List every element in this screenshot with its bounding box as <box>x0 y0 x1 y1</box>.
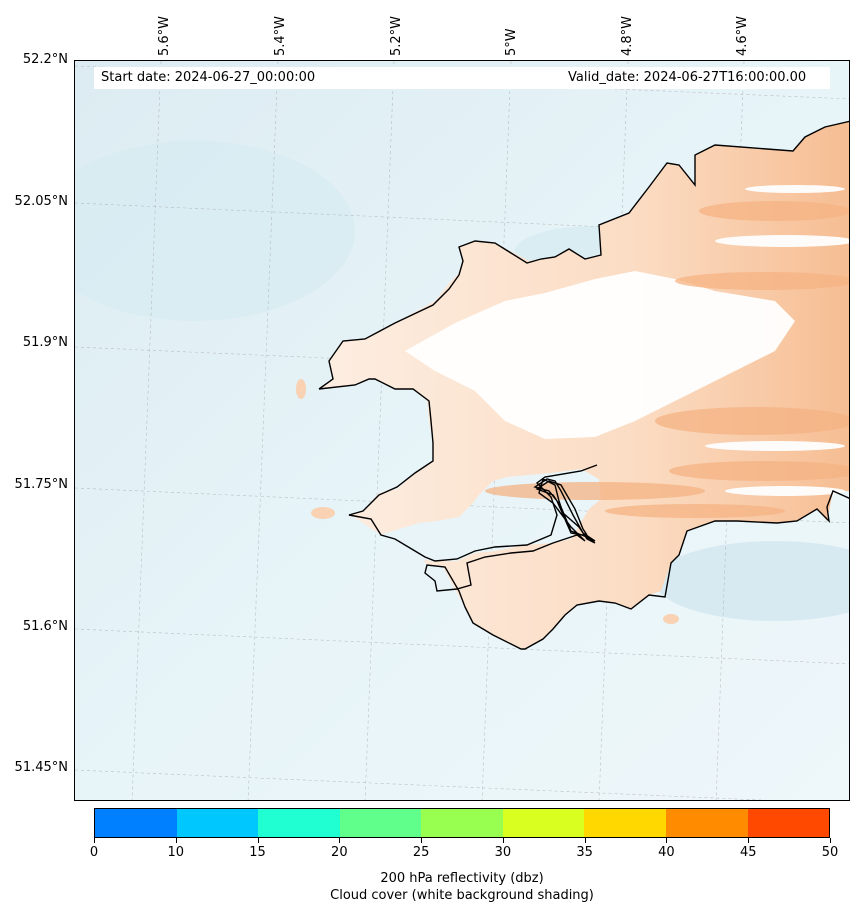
lon-label: 5°W <box>504 28 519 56</box>
lat-label: 51.45°N <box>14 760 68 775</box>
lat-label: 52.2°N <box>22 52 68 67</box>
colorbar-tick <box>502 838 504 843</box>
cloud-white-streaks <box>705 185 849 496</box>
island <box>311 507 335 519</box>
colorbar-segment <box>665 809 748 837</box>
lon-label: 5.2°W <box>389 15 404 56</box>
colorbar-segment <box>421 809 503 837</box>
date-info-box <box>94 67 830 89</box>
colorbar-tick <box>257 838 259 843</box>
colorbar-segment <box>95 809 177 837</box>
colorbar-segment <box>502 809 585 837</box>
sea-shade <box>655 541 849 621</box>
colorbar-tick-label: 0 <box>89 845 99 860</box>
colorbar-tick-label: 30 <box>494 845 512 860</box>
lon-label: 4.8°W <box>620 15 635 56</box>
colorbar-tick <box>421 838 423 843</box>
colorbar-tick <box>666 838 668 843</box>
colorbar-tick-label: 45 <box>739 845 757 860</box>
colorbar-segment <box>176 809 259 837</box>
map-panel <box>74 60 850 801</box>
island <box>663 614 679 624</box>
island <box>296 379 306 399</box>
coastline <box>318 120 849 390</box>
graticule <box>75 61 849 800</box>
start-date-text: Start date: 2024-06-27_00:00:00 <box>101 70 316 85</box>
valid-date-text: Valid_date: 2024-06-27T16:00:00.00 <box>568 70 807 85</box>
colorbar-tick-label: 10 <box>167 845 185 860</box>
coastline <box>424 477 849 650</box>
colorbar-tick-label: 40 <box>658 845 675 860</box>
colorbar <box>94 808 830 838</box>
lat-label: 51.75°N <box>14 477 68 492</box>
colorbar-tick-label: 50 <box>821 845 839 860</box>
lat-label: 51.9°N <box>22 335 68 350</box>
colorbar-segment <box>258 809 340 837</box>
colorbar-tick-label: 35 <box>576 845 593 860</box>
lat-label: 52.05°N <box>14 194 68 209</box>
colorbar-tick <box>830 838 831 843</box>
lon-label: 4.6°W <box>735 15 750 56</box>
colorbar-segment <box>584 809 666 837</box>
coastline <box>318 378 598 562</box>
lon-label: 5.6°W <box>157 15 172 56</box>
colorbar-tick <box>748 838 750 843</box>
colorbar-tick <box>584 838 586 843</box>
colorbar-segment <box>747 809 830 837</box>
cloud-white-area <box>405 271 795 439</box>
colorbar-tick <box>175 838 177 843</box>
colorbar-subtitle: Cloud cover (white background shading) <box>330 888 594 903</box>
colorbar-tick-label: 20 <box>331 845 348 860</box>
colorbar-tick <box>339 838 341 843</box>
sea-shade <box>75 141 355 321</box>
colorbar-title: 200 hPa reflectivity (dbz) <box>380 871 544 886</box>
colorbar-tick-label: 15 <box>249 845 266 860</box>
colorbar-segment <box>339 809 422 837</box>
lat-label: 51.6°N <box>22 619 68 634</box>
colorbar-tick <box>94 838 95 843</box>
colorbar-tick-label: 25 <box>412 845 430 860</box>
lon-label: 5.4°W <box>273 15 288 56</box>
